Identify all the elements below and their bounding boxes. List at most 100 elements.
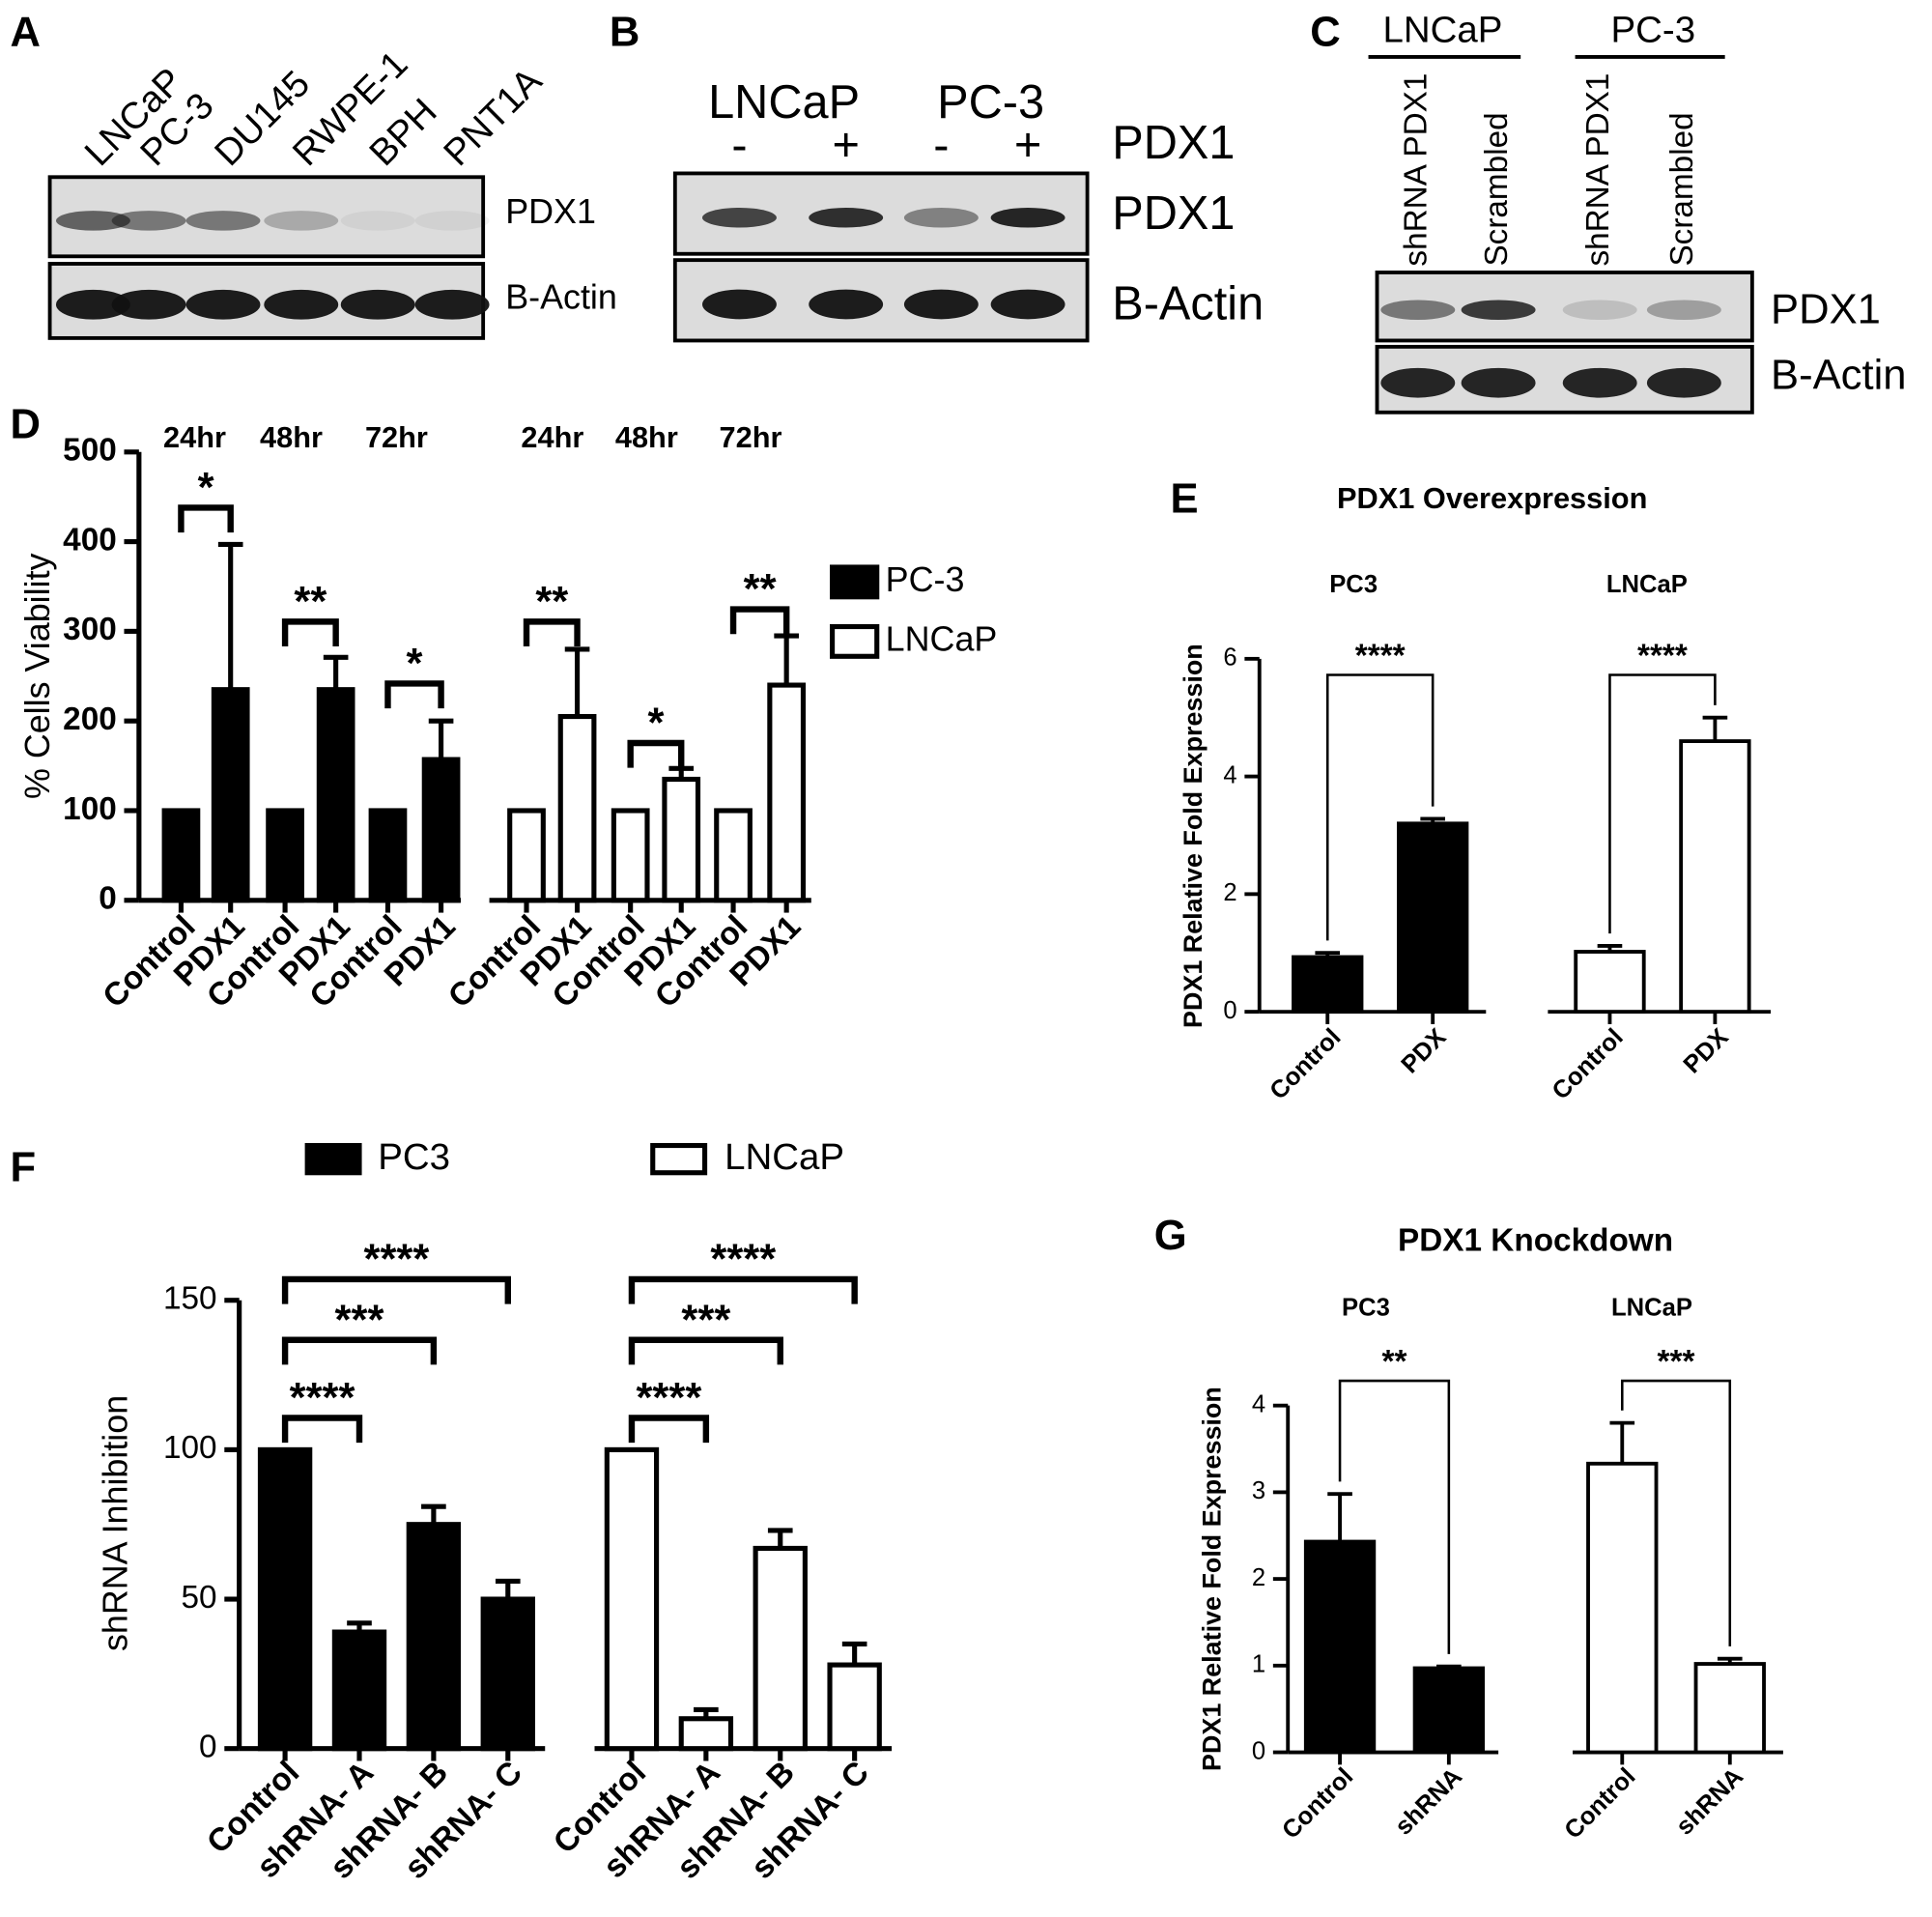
significance-bracket bbox=[1608, 673, 1717, 934]
bar bbox=[1397, 821, 1469, 1015]
blot-lane-label: + bbox=[1014, 120, 1041, 172]
bar bbox=[1693, 1662, 1766, 1755]
y-tick-label: 400 bbox=[63, 522, 117, 558]
bar bbox=[1292, 955, 1364, 1015]
significance-bracket bbox=[1620, 1379, 1732, 1646]
blot-lane-label: shRNA PDX1 bbox=[1399, 73, 1435, 267]
blot-band bbox=[1461, 300, 1536, 320]
blot-band bbox=[702, 289, 777, 320]
error-bar bbox=[217, 541, 243, 690]
error-bar bbox=[495, 1578, 521, 1600]
significance-bracket bbox=[1338, 1379, 1451, 1654]
blot-band bbox=[990, 289, 1065, 320]
blot-row-label: PDX1 bbox=[1112, 187, 1235, 240]
bar bbox=[331, 1629, 387, 1752]
bar bbox=[1679, 739, 1751, 1015]
significance-bracket bbox=[628, 1336, 783, 1365]
group-label: LNCaP bbox=[1606, 571, 1688, 598]
error-bar bbox=[564, 646, 590, 717]
significance-label: *** bbox=[335, 1297, 384, 1343]
error-bar bbox=[323, 654, 349, 690]
blot-band bbox=[809, 289, 884, 320]
blot-band bbox=[1646, 300, 1721, 320]
bar bbox=[1586, 1461, 1659, 1755]
legend-label: PC3 bbox=[378, 1136, 450, 1178]
y-tick-label: 3 bbox=[1252, 1477, 1265, 1504]
y-tick-label: 0 bbox=[1223, 997, 1236, 1024]
blot-group-label: PC-3 bbox=[1611, 9, 1696, 50]
blot-band bbox=[414, 289, 490, 320]
panel-letter: B bbox=[610, 9, 639, 55]
blot-row-label: PDX1 bbox=[505, 192, 596, 231]
significance-label: **** bbox=[1637, 638, 1688, 673]
chart-title: PDX1 Knockdown bbox=[1398, 1222, 1673, 1258]
panel-letter: F bbox=[11, 1145, 37, 1191]
blot-band bbox=[185, 211, 261, 231]
bar bbox=[480, 1596, 535, 1752]
blot-band bbox=[702, 207, 777, 228]
error-bar bbox=[841, 1641, 867, 1666]
group-label: 24hr bbox=[163, 420, 226, 454]
y-tick-label: 200 bbox=[63, 701, 117, 737]
significance-label: **** bbox=[290, 1375, 355, 1421]
error-bar bbox=[421, 1503, 446, 1525]
error-bar bbox=[1420, 816, 1445, 824]
group-label: 72hr bbox=[365, 420, 428, 454]
error-bar bbox=[1717, 1656, 1743, 1665]
significance-bracket bbox=[281, 1275, 511, 1304]
y-tick-label: 100 bbox=[163, 1430, 217, 1466]
blot-band bbox=[1646, 367, 1721, 398]
y-tick-label: 1 bbox=[1252, 1651, 1265, 1678]
blot-row-label: PDX1 bbox=[1771, 286, 1881, 332]
bar bbox=[1574, 950, 1646, 1015]
error-bar bbox=[694, 1706, 719, 1719]
significance-bracket bbox=[628, 1415, 710, 1444]
panel-letter: G bbox=[1154, 1213, 1187, 1259]
bar bbox=[604, 1446, 660, 1752]
significance-bracket bbox=[384, 680, 444, 709]
blot-band bbox=[809, 207, 884, 228]
bar bbox=[257, 1446, 313, 1752]
blot-band bbox=[55, 289, 130, 320]
y-axis-label: PDX1 Relative Fold Expression bbox=[1197, 1387, 1226, 1771]
significance-bracket bbox=[1325, 673, 1435, 941]
significance-label: * bbox=[198, 465, 214, 511]
blot-band bbox=[1562, 300, 1637, 320]
blot-lane-label: - bbox=[933, 120, 949, 172]
bar bbox=[316, 687, 355, 903]
significance-label: **** bbox=[364, 1237, 430, 1283]
blot-lane-label: - bbox=[731, 120, 747, 172]
blot-band bbox=[903, 289, 979, 320]
blot-band bbox=[264, 211, 339, 231]
y-tick-label: 2 bbox=[1252, 1564, 1265, 1591]
bar bbox=[1303, 1539, 1377, 1755]
bar bbox=[557, 713, 597, 903]
bar bbox=[767, 682, 807, 903]
blot-group-label: LNCaP bbox=[708, 76, 860, 129]
blot-band bbox=[340, 211, 415, 231]
panel-letter: D bbox=[11, 402, 41, 448]
significance-label: ** bbox=[294, 579, 327, 625]
blot-row-label: B-Actin bbox=[1771, 352, 1906, 398]
y-tick-label: 0 bbox=[1252, 1737, 1265, 1764]
group-label: 48hr bbox=[260, 420, 323, 454]
error-bar bbox=[668, 765, 695, 780]
bar bbox=[368, 808, 408, 903]
bar bbox=[678, 1716, 734, 1752]
legend-label: LNCaP bbox=[724, 1136, 844, 1178]
significance-label: **** bbox=[636, 1375, 701, 1421]
significance-bracket bbox=[178, 504, 234, 533]
significance-label: **** bbox=[710, 1237, 776, 1283]
significance-label: *** bbox=[1658, 1344, 1695, 1380]
group-label: 48hr bbox=[615, 420, 678, 454]
y-tick-label: 300 bbox=[63, 612, 117, 647]
bar bbox=[507, 808, 546, 903]
blot-group-label: PC-3 bbox=[937, 76, 1044, 129]
error-bar bbox=[767, 1528, 793, 1549]
significance-label: *** bbox=[681, 1297, 730, 1343]
error-bar bbox=[1597, 944, 1623, 953]
blot-band bbox=[903, 207, 979, 228]
y-tick-label: 0 bbox=[99, 881, 117, 917]
legend-swatch bbox=[304, 1142, 362, 1176]
